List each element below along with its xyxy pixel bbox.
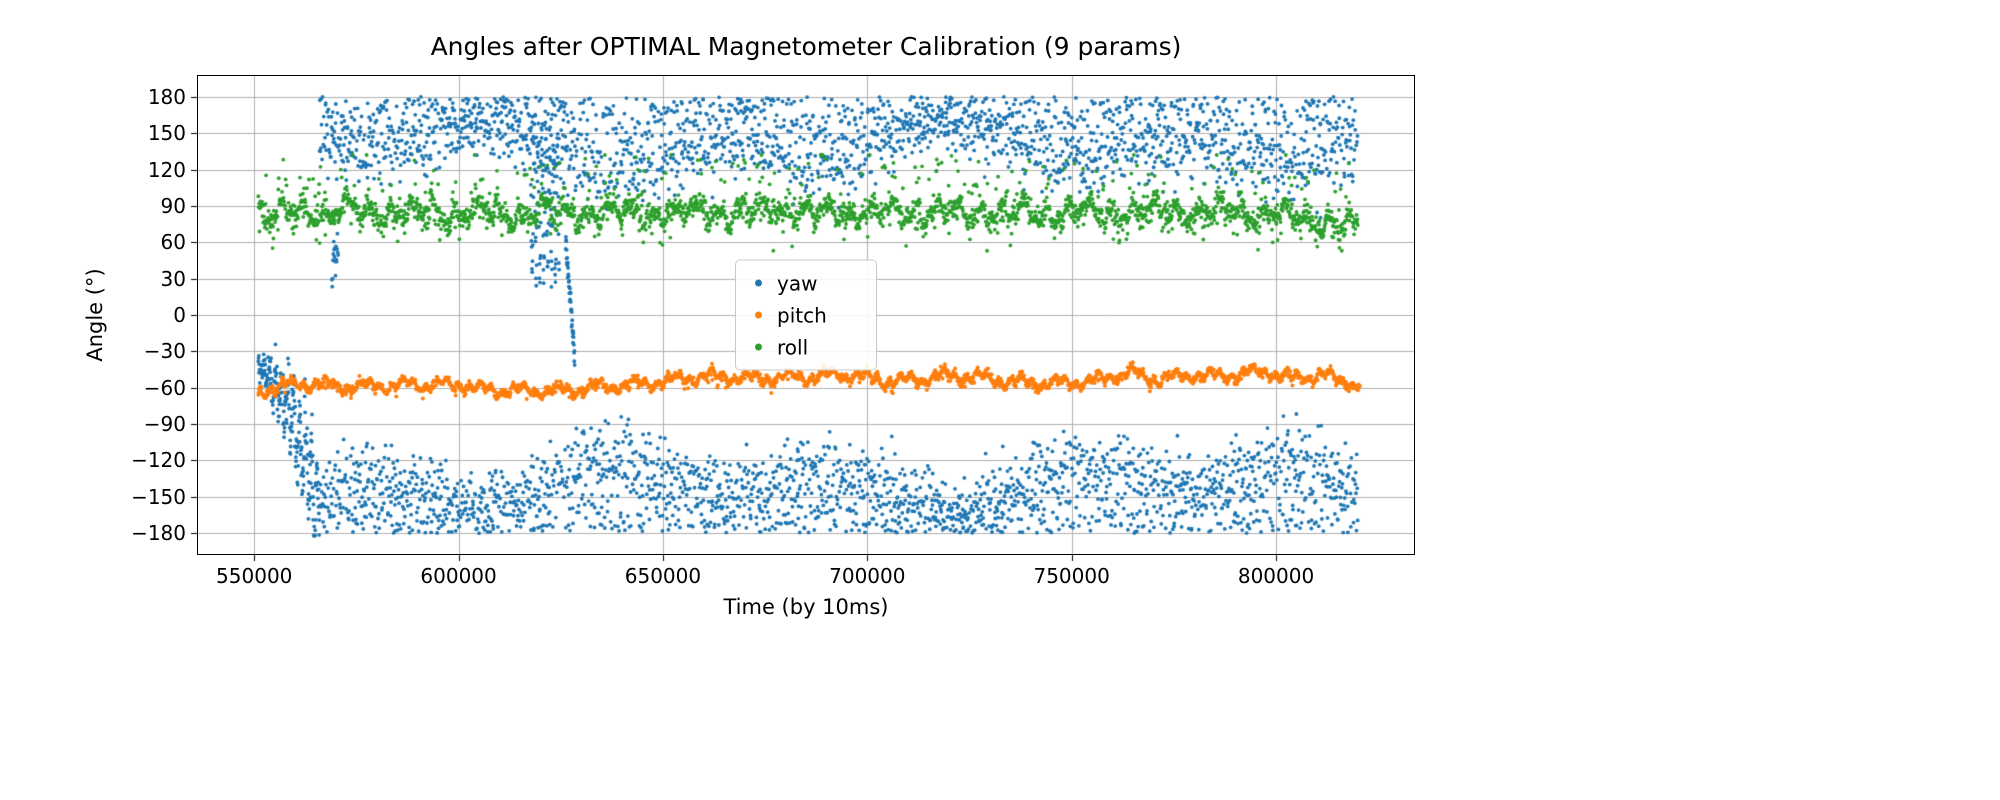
y-tick-label: 0 [173, 303, 186, 327]
y-tick-label: −120 [131, 448, 186, 473]
x-tick-label: 650000 [624, 564, 702, 588]
x-tick-label: 800000 [1237, 564, 1315, 588]
legend-marker-icon [755, 343, 762, 351]
y-tick-label: −30 [143, 339, 186, 364]
legend-label: pitch [777, 303, 827, 327]
legend-item-yaw: yaw [746, 269, 858, 298]
y-tick-label: 60 [160, 230, 186, 255]
legend: yaw pitch roll [735, 259, 877, 371]
x-tick-label: 600000 [420, 564, 497, 588]
y-tick-label: 30 [160, 266, 186, 291]
x-tick-label: 750000 [1033, 564, 1110, 588]
chart-title: Angles after OPTIMAL Magnetometer Calibr… [430, 32, 1182, 61]
y-tick-label: −60 [143, 375, 186, 400]
y-axis-label: Angle (°) [83, 268, 107, 362]
y-tick-label: 180 [147, 84, 186, 109]
legend-marker-icon [755, 279, 762, 287]
y-tick-label: 150 [147, 121, 186, 146]
y-tick-label: 120 [147, 157, 186, 182]
y-tick-label: −180 [131, 521, 186, 546]
legend-label: roll [777, 335, 809, 359]
legend-item-roll: roll [746, 333, 858, 362]
y-tick-label: −150 [131, 484, 186, 509]
x-tick-label: 550000 [216, 564, 293, 588]
plot-area [197, 75, 1415, 555]
y-tick-label: 90 [160, 193, 186, 218]
legend-label: yaw [777, 271, 818, 295]
x-tick-label: 700000 [829, 564, 906, 588]
x-axis-label: Time (by 10ms) [723, 595, 889, 619]
legend-marker-icon [755, 311, 762, 319]
legend-item-pitch: pitch [746, 301, 858, 330]
y-tick-label: −90 [143, 412, 186, 437]
